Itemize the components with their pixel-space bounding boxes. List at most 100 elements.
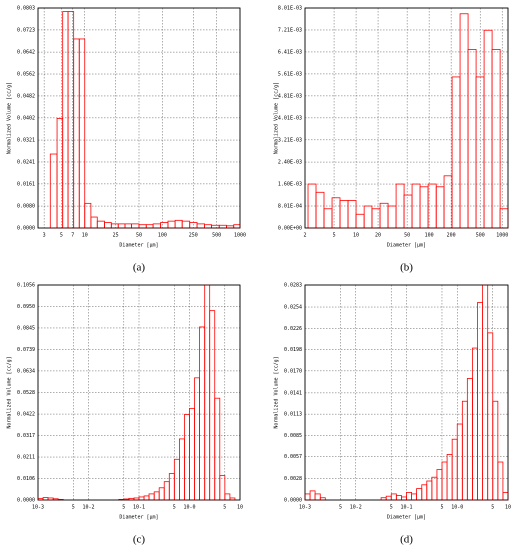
y-tick-label: 0.0000 <box>17 226 35 232</box>
y-tick-label: 0.0211 <box>17 455 35 461</box>
x-tick-label: 1000 <box>234 233 246 239</box>
y-tick-label: 0.0226 <box>284 326 302 332</box>
x-tick-label: 500 <box>212 233 221 239</box>
y-tick-label: 0.0106 <box>17 476 35 482</box>
y-tick-label: 0.00E+00 <box>278 226 302 232</box>
y-tick-label: 0.0321 <box>17 138 35 144</box>
y-tick-label: 0.0113 <box>284 412 302 418</box>
y-tick-label: 0.0085 <box>284 433 302 439</box>
y-tick-label: 0.0845 <box>17 325 35 331</box>
x-tick-label: 10-3 <box>32 505 44 511</box>
x-axis-label: Diameter [µm] <box>387 515 426 521</box>
x-tick-label: 5 <box>60 233 63 239</box>
y-tick-label: 0.0241 <box>17 159 35 165</box>
x-axis-label: Diameter [µm] <box>387 243 426 249</box>
x-tick-label: 5 <box>223 505 226 511</box>
y-tick-label: 0.0170 <box>284 368 302 374</box>
x-tick-label: 2 <box>303 233 306 239</box>
y-tick-label: 0.0739 <box>17 347 35 353</box>
x-tick-label: 50 <box>136 233 142 239</box>
y-tick-label: 0.0057 <box>284 454 302 460</box>
y-tick-label: 0.0950 <box>17 304 35 310</box>
x-tick-label: 5 <box>440 505 443 511</box>
x-axis-label: Diameter [µm] <box>119 515 158 521</box>
plot-border <box>37 284 241 501</box>
x-tick-label: 10 <box>353 233 359 239</box>
x-tick-label: 25 <box>113 233 119 239</box>
x-tick-label: 200 <box>447 233 456 239</box>
y-tick-label: 0.0634 <box>17 368 35 374</box>
y-tick-label: 0.0317 <box>17 433 35 439</box>
y-tick-label: 0.0803 <box>17 6 35 12</box>
x-tick-label: 500 <box>476 233 485 239</box>
y-axis-label: Normalized Volume [cc/g] <box>7 82 13 154</box>
y-tick-label: 0.0528 <box>17 390 35 396</box>
panel-caption: (c) <box>133 534 146 546</box>
y-tick-label: 0.0161 <box>17 181 35 187</box>
x-tick-label: 10 <box>237 505 243 511</box>
y-tick-label: 0.0254 <box>284 305 302 311</box>
panel: 0.0000 0.0028 0.0057 0.0085 0.0113 0.0141 0.01… <box>274 283 512 546</box>
y-axis-label: Normalized Volume [cc/g] <box>274 82 280 154</box>
y-tick-label: 2.40E-03 <box>278 160 302 166</box>
y-tick-label: 0.0642 <box>17 50 35 56</box>
x-tick-label: 5 <box>173 505 176 511</box>
y-tick-label: 8.01E-03 <box>278 6 302 12</box>
x-tick-label: 5 <box>72 505 75 511</box>
x-tick-label: 10-1 <box>400 505 412 511</box>
y-tick-label: 8.01E-04 <box>278 204 302 210</box>
y-tick-label: 0.0422 <box>17 412 35 418</box>
x-tick-label: 10-1 <box>133 505 145 511</box>
y-tick-label: 0.0402 <box>17 115 35 121</box>
x-tick-label: 5 <box>390 505 393 511</box>
x-tick-label: 10 <box>82 233 88 239</box>
x-tick-label: 250 <box>189 233 198 239</box>
y-tick-label: 0.0283 <box>284 283 302 289</box>
y-tick-label: 0.0080 <box>17 204 35 210</box>
x-tick-label: 3 <box>43 233 46 239</box>
x-tick-label: 10-2 <box>82 505 94 511</box>
x-tick-label: 100 <box>158 233 167 239</box>
x-tick-label: 10 <box>505 505 511 511</box>
y-tick-label: 4.01E-03 <box>278 115 302 121</box>
x-tick-label: 7 <box>71 233 74 239</box>
panel: 0.00E+00 8.01E-04 1.60E-03 2.40E-03 3.21E-03… <box>274 6 509 274</box>
y-tick-label: 3.21E-03 <box>278 137 302 143</box>
x-tick-label: 50 <box>404 233 410 239</box>
y-tick-label: 1.60E-03 <box>278 182 302 188</box>
x-tick-label: 5 <box>333 233 336 239</box>
plot-area <box>304 284 509 501</box>
y-tick-label: 0.0000 <box>284 498 302 504</box>
y-tick-label: 0.0562 <box>17 72 35 78</box>
x-tick-label: 10-0 <box>451 505 463 511</box>
x-tick-label: 5 <box>339 505 342 511</box>
panel-caption: (d) <box>400 534 413 546</box>
x-tick-label: 1000 <box>496 233 508 239</box>
y-axis-label: Normalized Volume [cc/g] <box>7 356 13 428</box>
x-axis-label: Diameter [µm] <box>119 243 158 249</box>
y-tick-label: 0.0000 <box>17 498 35 504</box>
y-tick-label: 0.0723 <box>17 27 35 33</box>
y-tick-label: 7.21E-03 <box>278 27 302 33</box>
y-tick-label: 6.41E-03 <box>278 49 302 55</box>
plot-border <box>37 7 241 229</box>
y-tick-label: 0.1056 <box>17 283 35 289</box>
y-tick-label: 4.81E-03 <box>278 93 302 99</box>
y-tick-label: 0.0141 <box>284 390 302 396</box>
y-tick-label: 0.0198 <box>284 347 302 353</box>
x-tick-label: 10-0 <box>183 505 195 511</box>
y-axis-label: Normalized Volume [cc/g] <box>274 356 280 428</box>
x-tick-label: 10-2 <box>350 505 362 511</box>
panel-caption: (b) <box>400 262 413 274</box>
panel: 0.0000 0.0080 0.0161 0.0241 0.0321 0.0402 0.04… <box>7 6 247 274</box>
y-tick-label: 5.61E-03 <box>278 71 302 77</box>
y-tick-label: 0.0482 <box>17 93 35 99</box>
plot-border <box>304 284 509 501</box>
panel: 0.0000 0.0106 0.0211 0.0317 0.0422 0.0528 0.06… <box>7 283 244 546</box>
x-tick-label: 5 <box>122 505 125 511</box>
x-tick-label: 10-3 <box>299 505 311 511</box>
x-tick-label: 20 <box>375 233 381 239</box>
y-tick-label: 0.0028 <box>284 476 302 482</box>
plot-border <box>304 7 509 229</box>
